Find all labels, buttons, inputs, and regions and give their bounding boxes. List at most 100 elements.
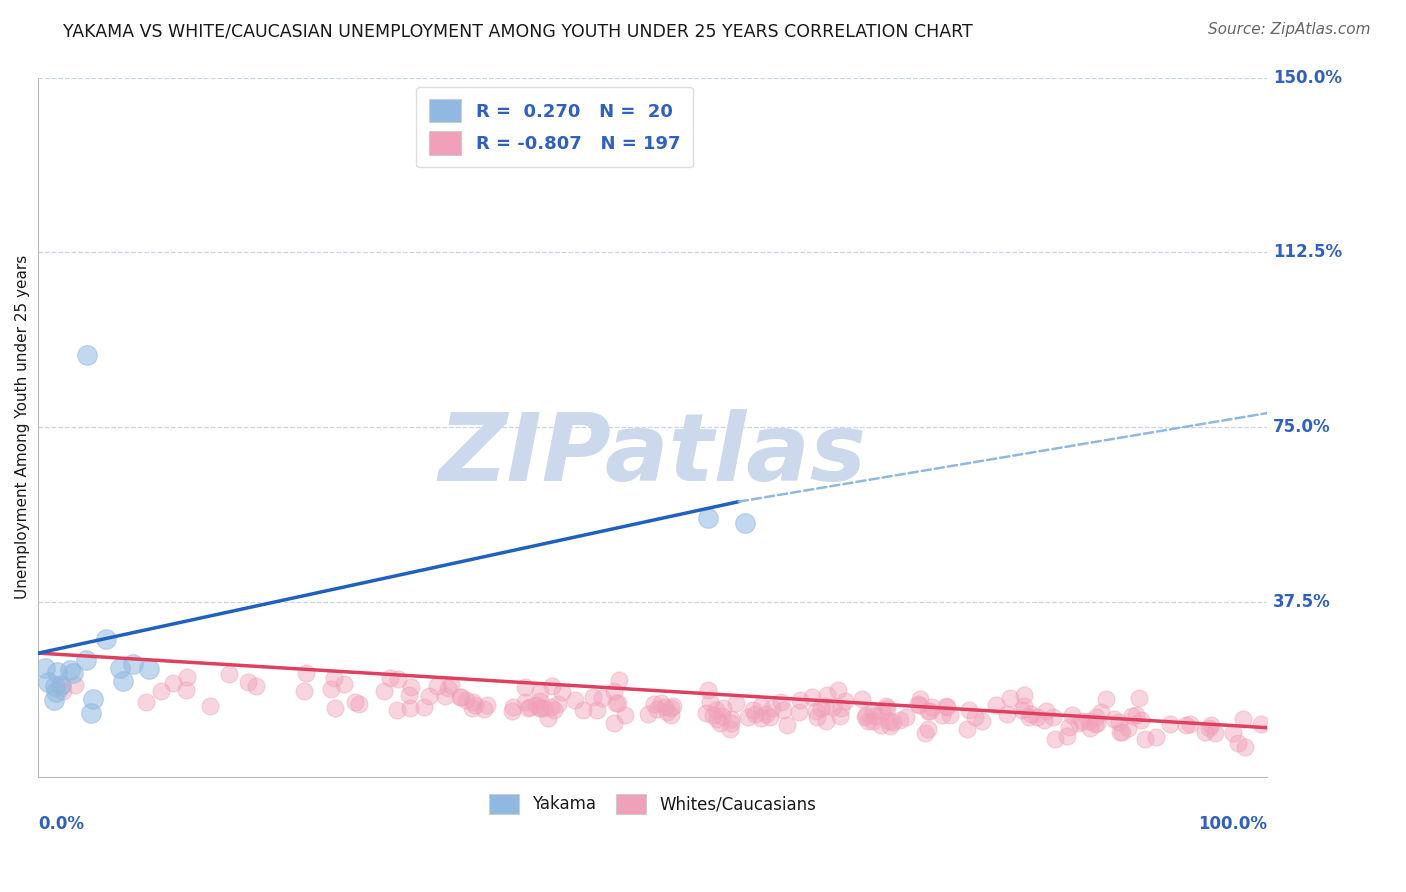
Point <box>1135 732 1157 747</box>
Point <box>1071 714 1094 729</box>
Point <box>541 679 564 693</box>
Point <box>917 704 939 718</box>
Point <box>1033 713 1056 727</box>
Point <box>956 722 979 736</box>
Point <box>96 632 118 646</box>
Point <box>75 652 97 666</box>
Point <box>461 701 484 715</box>
Point <box>827 683 849 698</box>
Point <box>720 712 742 726</box>
Point <box>1083 716 1105 731</box>
Point <box>218 667 240 681</box>
Point <box>45 685 67 699</box>
Text: 37.5%: 37.5% <box>1274 593 1331 611</box>
Point <box>76 348 98 362</box>
Point <box>373 684 395 698</box>
Point <box>1102 712 1125 726</box>
Point <box>737 710 759 724</box>
Point <box>1035 704 1057 718</box>
Point <box>46 665 69 680</box>
Point <box>614 708 637 723</box>
Point <box>755 706 778 721</box>
Point <box>387 703 409 717</box>
Point <box>877 714 900 729</box>
Point <box>697 511 720 525</box>
Point <box>529 694 551 708</box>
Point <box>806 704 828 718</box>
Point <box>475 698 498 713</box>
Point <box>449 690 471 705</box>
Point <box>62 666 84 681</box>
Point <box>965 710 987 724</box>
Point <box>540 699 562 714</box>
Point <box>998 691 1021 706</box>
Point <box>464 698 486 712</box>
Point <box>387 672 409 686</box>
Point <box>501 705 523 719</box>
Point <box>1129 714 1152 728</box>
Point <box>856 714 879 728</box>
Point <box>935 700 957 714</box>
Point <box>122 657 145 672</box>
Point <box>529 685 551 699</box>
Point <box>200 699 222 714</box>
Point <box>882 714 904 729</box>
Point <box>1042 710 1064 724</box>
Point <box>502 699 524 714</box>
Point <box>322 672 344 686</box>
Point <box>108 661 131 675</box>
Point <box>709 716 731 731</box>
Point <box>516 701 538 715</box>
Point <box>637 706 659 721</box>
Point <box>1159 717 1181 731</box>
Point <box>720 716 742 731</box>
Point <box>889 713 911 727</box>
Point <box>725 697 748 711</box>
Point <box>1095 691 1118 706</box>
Point <box>865 708 887 723</box>
Point <box>1012 688 1035 702</box>
Point <box>851 691 873 706</box>
Point <box>412 699 434 714</box>
Point <box>704 703 727 717</box>
Point <box>1109 724 1132 739</box>
Point <box>761 701 783 715</box>
Point <box>1043 731 1066 746</box>
Point <box>1062 708 1084 723</box>
Text: YAKAMA VS WHITE/CAUCASIAN UNEMPLOYMENT AMONG YOUTH UNDER 25 YEARS CORRELATION CH: YAKAMA VS WHITE/CAUCASIAN UNEMPLOYMENT A… <box>63 22 973 40</box>
Point <box>605 696 627 710</box>
Point <box>1085 709 1108 723</box>
Point <box>433 689 456 703</box>
Point <box>699 695 721 709</box>
Point <box>426 679 449 693</box>
Point <box>896 709 918 723</box>
Point <box>245 679 267 693</box>
Point <box>1144 730 1167 744</box>
Point <box>591 691 613 706</box>
Point <box>742 703 765 717</box>
Point <box>603 684 626 698</box>
Point <box>775 718 797 732</box>
Point <box>1116 721 1139 735</box>
Point <box>82 692 104 706</box>
Point <box>1108 715 1130 730</box>
Point <box>380 671 402 685</box>
Point <box>1198 721 1220 735</box>
Point <box>398 688 420 702</box>
Point <box>1250 716 1272 731</box>
Point <box>585 703 607 717</box>
Point <box>543 703 565 717</box>
Point <box>910 691 932 706</box>
Point <box>1111 725 1133 739</box>
Point <box>582 690 605 705</box>
Point <box>1025 709 1047 723</box>
Point <box>657 705 679 719</box>
Point <box>450 690 472 704</box>
Point <box>643 697 665 711</box>
Point <box>150 684 173 698</box>
Point <box>801 690 824 704</box>
Point <box>758 710 780 724</box>
Point <box>1069 715 1091 730</box>
Point <box>564 693 586 707</box>
Point <box>63 677 86 691</box>
